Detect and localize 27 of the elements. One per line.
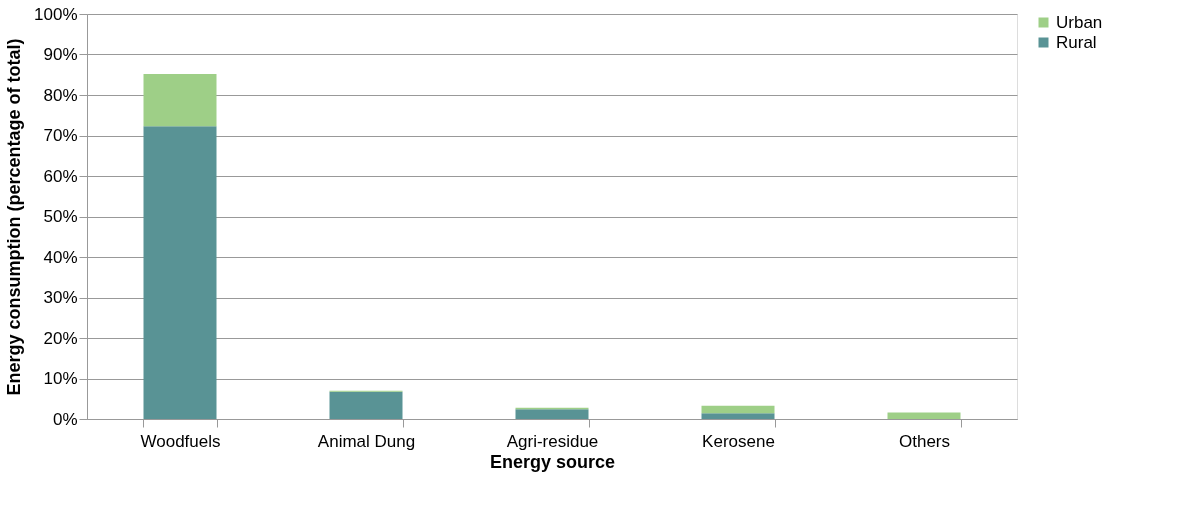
- bar: [143, 73, 217, 127]
- bar: [887, 412, 961, 419]
- x-tick-label: Kerosene: [702, 431, 775, 451]
- y-tick-label: 70%: [43, 126, 78, 145]
- x-tick-label: Animal Dung: [317, 431, 416, 451]
- y-tick-label: 30%: [43, 288, 78, 307]
- x-tick-label: Others: [898, 431, 951, 451]
- y-tick-label: 20%: [43, 328, 78, 348]
- y-tick-label: 100%: [34, 4, 78, 24]
- y-tick-label: 90%: [43, 45, 78, 64]
- y-tick-label: 0%: [52, 409, 78, 429]
- legend-label: Urban: [1056, 12, 1103, 32]
- y-tick-label: 80%: [43, 85, 78, 105]
- x-tick-label: Woodfuels: [140, 431, 221, 451]
- y-tick-label: 10%: [43, 369, 78, 388]
- bar: [701, 405, 775, 414]
- y-tick-label: 40%: [43, 247, 78, 267]
- bar: [329, 391, 403, 419]
- y-axis-title: Energy consumption (percentage of total): [4, 38, 25, 396]
- bar: [143, 126, 217, 419]
- bar: [701, 413, 775, 419]
- x-axis-title: Energy source: [489, 451, 616, 472]
- legend-label: Rural: [1056, 32, 1097, 52]
- y-tick-label: 50%: [43, 207, 78, 226]
- y-tick-label: 60%: [43, 166, 78, 186]
- bar: [515, 409, 589, 419]
- x-tick-label: Agri-residue: [506, 431, 599, 451]
